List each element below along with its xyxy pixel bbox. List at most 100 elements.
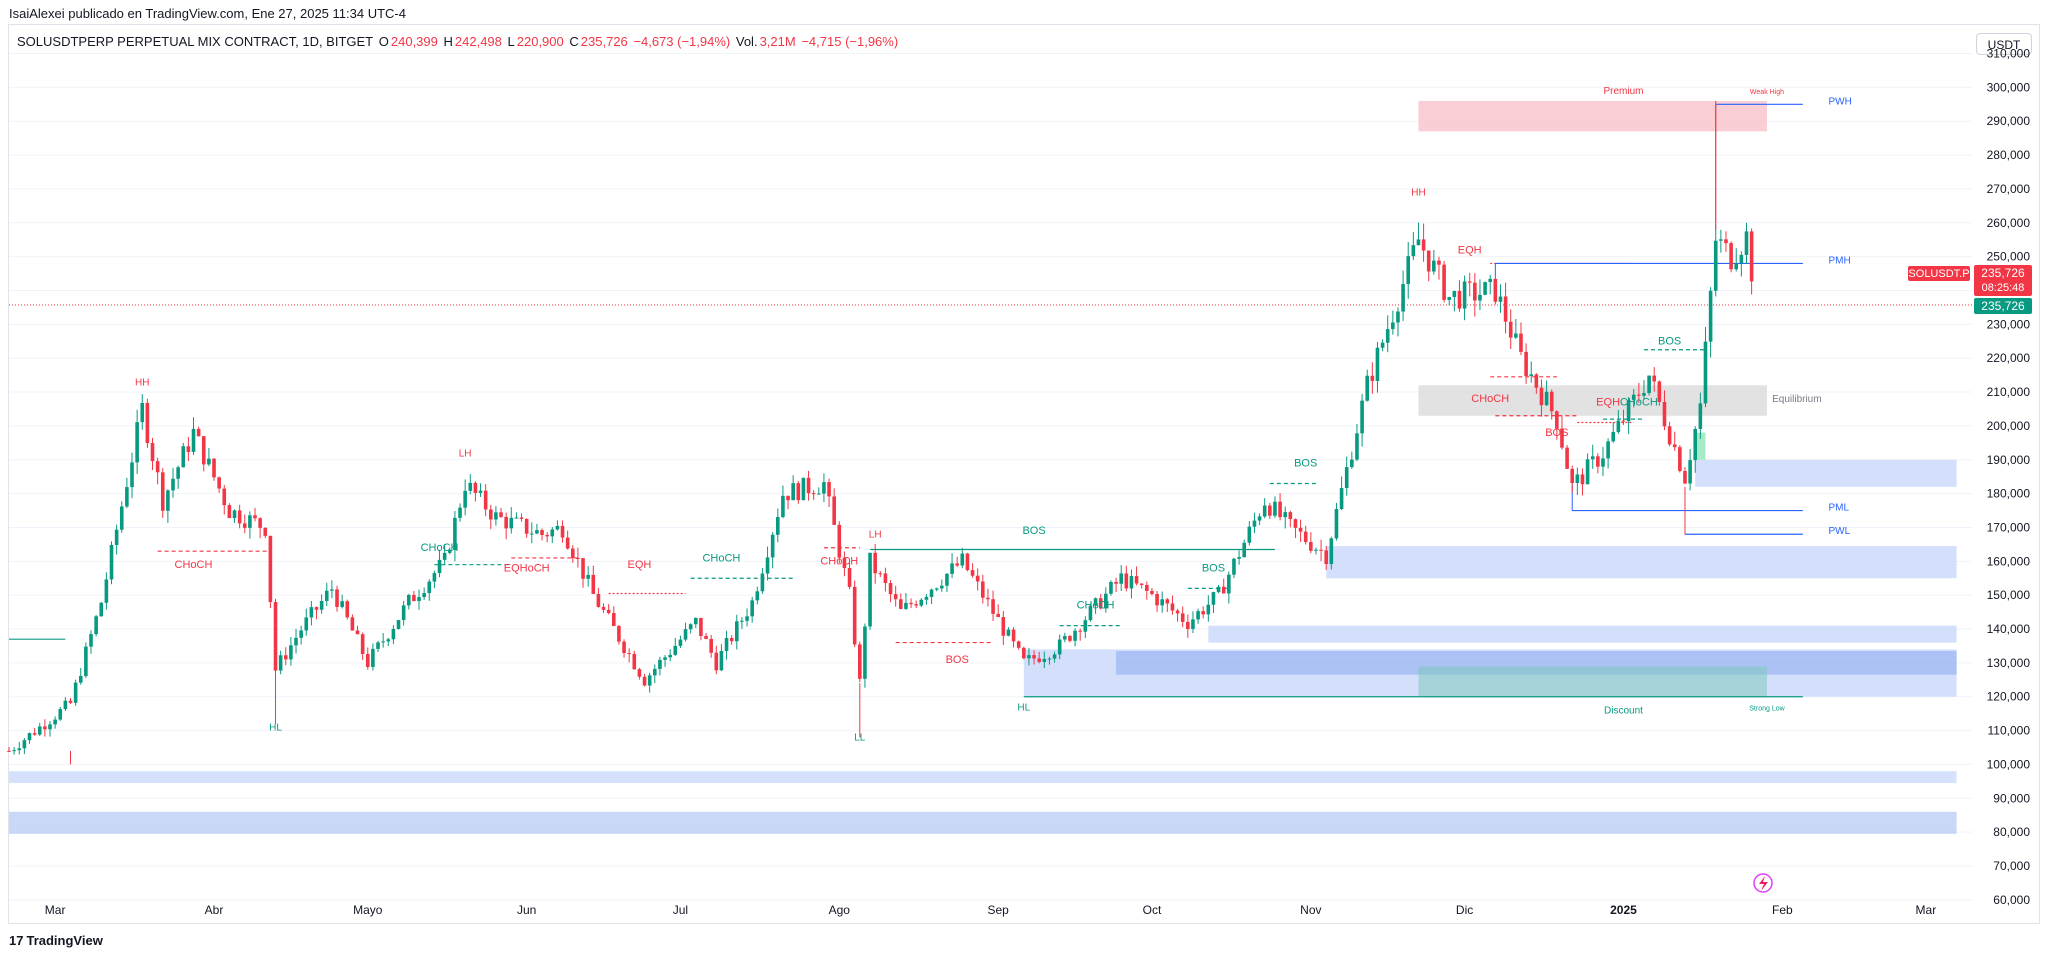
candle-body (1273, 501, 1277, 516)
candle-body (806, 477, 811, 494)
candle-body (1334, 509, 1339, 539)
candle-body (775, 517, 780, 535)
candle-body (201, 436, 206, 465)
candle-body (1088, 605, 1093, 621)
y-tick-label: 190,000 (1987, 453, 2031, 467)
candle-body (1037, 658, 1041, 662)
candle-body (212, 458, 216, 478)
x-tick-label: Mar (45, 903, 66, 917)
candle-body (1498, 296, 1503, 302)
tradingview-logo[interactable]: 17 TradingView (9, 933, 103, 948)
candle-body (781, 495, 785, 518)
candle-body (1011, 629, 1016, 642)
candle-body (1016, 641, 1021, 648)
annotation-hh: HH (135, 377, 149, 388)
candle-body (1155, 593, 1159, 606)
candle-body (509, 517, 514, 529)
order-block-zone (9, 771, 1957, 784)
candle-body (309, 607, 314, 618)
symbol-line[interactable]: SOLUSDTPERP PERPETUAL MIX CONTRACT, 1D, … (17, 34, 374, 49)
candle-body (155, 461, 160, 473)
y-tick-label: 310,000 (1987, 47, 2031, 61)
candle-body (104, 579, 109, 603)
close-label: C (569, 34, 579, 49)
candle-body (150, 443, 155, 462)
candle-body (1314, 549, 1318, 551)
candle-body (714, 652, 719, 671)
candle-body (360, 634, 365, 654)
x-tick-label: Nov (1300, 903, 1321, 917)
candle-body (319, 600, 324, 610)
annotation-bos: BOS (1202, 562, 1225, 574)
volume-label: Vol. (735, 34, 758, 49)
candle-body (237, 510, 242, 524)
candle-body (1186, 621, 1190, 630)
candle-body (765, 557, 770, 574)
annotation-bos: BOS (1545, 427, 1568, 439)
candle-body (186, 446, 191, 452)
candle-body (1473, 282, 1477, 301)
candle-body (73, 682, 78, 703)
candle-body (576, 558, 580, 560)
annotation-bos: BOS (1022, 525, 1045, 537)
symbol-legend: SOLUSDTPERP PERPETUAL MIX CONTRACT, 1D, … (17, 34, 900, 49)
candle-body (1631, 394, 1636, 400)
candle-body (1739, 254, 1744, 264)
candle-body (1139, 583, 1144, 585)
candle-body (755, 591, 760, 601)
candle-body (1626, 399, 1631, 422)
candle-body (166, 490, 170, 511)
candle-body (1303, 531, 1308, 543)
candle-body (1493, 278, 1498, 302)
candle-body (1006, 629, 1011, 636)
candle-body (1052, 654, 1057, 659)
candle-body (934, 588, 939, 590)
candle-body (171, 478, 175, 491)
candle-body (89, 634, 93, 647)
candle-body (1724, 239, 1728, 244)
annotation-eqhoch: EQHoCH (504, 562, 550, 574)
candle-body (1637, 394, 1641, 396)
currency-button[interactable]: USDT (1976, 33, 2032, 55)
discount-zone (1418, 666, 1767, 697)
candle-body (468, 482, 473, 491)
candle-body (1309, 542, 1313, 551)
order-block-zone (9, 811, 1957, 834)
candle-body (909, 602, 913, 605)
volume-change: −4,715 (−1,96%) (801, 34, 899, 49)
candle-body (43, 726, 47, 730)
candle-body (1391, 322, 1395, 330)
candle-body (483, 490, 488, 510)
published-line: IsaiAlexei publicado en TradingView.com,… (9, 6, 406, 21)
candle-body (263, 527, 268, 536)
candle-body (1524, 351, 1528, 377)
candle-body (1647, 375, 1651, 394)
candle-body (1042, 658, 1047, 662)
volume-value: 3,21M (759, 34, 796, 49)
candle-body (837, 524, 842, 558)
y-tick-label: 220,000 (1987, 351, 2031, 365)
candle-body (822, 482, 826, 494)
candle-body (693, 617, 698, 625)
candle-body (832, 496, 836, 525)
candle-body (678, 639, 683, 646)
candle-body (1421, 239, 1426, 251)
candle-body (858, 644, 862, 679)
y-tick-label: 180,000 (1987, 487, 2031, 501)
candle-body (37, 726, 42, 735)
candle-body (622, 641, 626, 654)
candle-body (1539, 387, 1544, 406)
candle-body (1678, 447, 1682, 471)
candle-body (950, 563, 954, 574)
candle-body (1339, 488, 1344, 510)
price-countdown-badge (1974, 264, 2032, 296)
chart-frame[interactable] (8, 24, 2040, 924)
y-tick-label: 120,000 (1987, 690, 2031, 704)
y-tick-label: 60,000 (1993, 893, 2030, 907)
candle-body (324, 590, 329, 601)
candle-body (365, 653, 370, 667)
candle-body (1575, 474, 1580, 483)
candle-body (1104, 593, 1108, 609)
annotation-strong-low: Strong Low (1749, 705, 1785, 712)
